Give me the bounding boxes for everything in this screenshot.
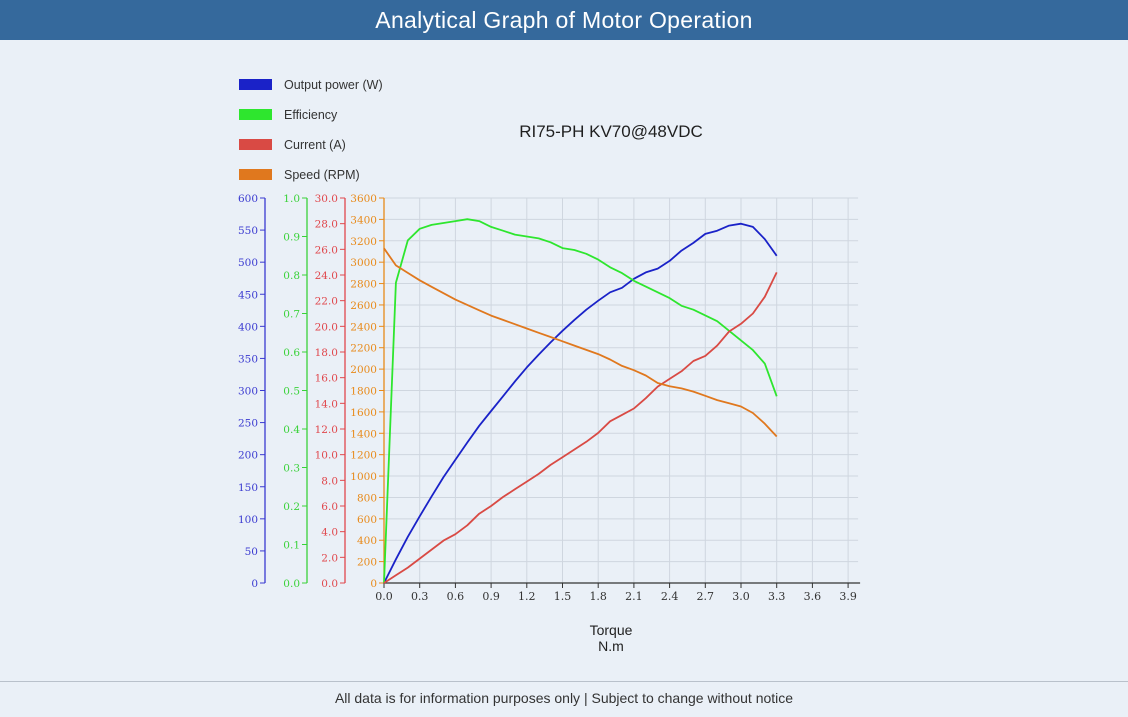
current-tick-label: 0.0 bbox=[321, 578, 338, 590]
current-tick-label: 24.0 bbox=[315, 270, 338, 282]
footer-note: All data is for information purposes onl… bbox=[334, 690, 794, 706]
page-title: Analytical Graph of Motor Operation bbox=[375, 6, 753, 33]
motor-chart: Output power (W) Efficiency Current (A) Spe… bbox=[238, 78, 861, 654]
chart-grid bbox=[383, 197, 859, 584]
power-tick-label: 200 bbox=[238, 450, 258, 462]
x-tick-label: 1.8 bbox=[589, 590, 607, 603]
legend-swatch bbox=[239, 79, 272, 90]
x-axis: 0.0 0.3 0.6 0.9 1.2 1.5 1.8 2.1 2.4 2.7 3.0 3.3 3.6 3… bbox=[375, 582, 861, 603]
chart-title: RI75-PH KV70@48VDC bbox=[519, 122, 703, 141]
current-tick-label: 12.0 bbox=[315, 424, 338, 436]
series-line-eff bbox=[383, 218, 778, 584]
speed-tick-label: 3600 bbox=[350, 193, 377, 205]
legend-swatch bbox=[239, 109, 272, 120]
speed-tick-label: 600 bbox=[357, 514, 377, 526]
x-tick-label: 0.9 bbox=[482, 590, 500, 603]
series-line-current bbox=[383, 272, 778, 584]
x-tick-label: 3.6 bbox=[804, 590, 822, 603]
x-axis-unit: N.m bbox=[598, 638, 624, 654]
power-tick-label: 500 bbox=[238, 257, 258, 269]
power-tick-label: 600 bbox=[238, 193, 258, 205]
x-tick-label: 3.9 bbox=[839, 590, 857, 603]
legend-label: Speed (RPM) bbox=[284, 168, 360, 182]
legend-label: Output power (W) bbox=[284, 78, 383, 92]
current-tick-label: 2.0 bbox=[321, 552, 338, 564]
legend-swatch bbox=[239, 139, 272, 150]
eff-tick-label: 0.6 bbox=[283, 347, 300, 359]
eff-tick-label: 0.4 bbox=[283, 424, 300, 436]
speed-tick-label: 3000 bbox=[350, 257, 377, 269]
x-tick-label: 3.3 bbox=[768, 590, 786, 603]
speed-tick-label: 1000 bbox=[350, 471, 377, 483]
current-tick-label: 22.0 bbox=[315, 296, 338, 308]
current-tick-label: 28.0 bbox=[315, 219, 338, 231]
current-tick-label: 26.0 bbox=[315, 244, 338, 256]
current-tick-label: 16.0 bbox=[315, 373, 338, 385]
x-tick-label: 0.3 bbox=[411, 590, 429, 603]
legend-swatch bbox=[239, 169, 272, 180]
speed-tick-label: 2600 bbox=[350, 300, 377, 312]
legend-label: Efficiency bbox=[284, 108, 338, 122]
speed-tick-label: 1600 bbox=[350, 407, 377, 419]
eff-tick-label: 0.9 bbox=[283, 232, 300, 244]
y-axes: 0 50 100 150 200 250 300 350 400 450 500 550 600 0.0 0… bbox=[238, 193, 385, 590]
eff-tick-label: 0.5 bbox=[283, 386, 300, 398]
power-tick-label: 550 bbox=[238, 225, 258, 237]
current-tick-label: 30.0 bbox=[315, 193, 338, 205]
power-tick-label: 150 bbox=[238, 482, 258, 494]
eff-tick-label: 0.1 bbox=[283, 540, 300, 552]
x-tick-label: 2.1 bbox=[625, 590, 643, 603]
current-tick-label: 4.0 bbox=[321, 527, 338, 539]
speed-tick-label: 2800 bbox=[350, 279, 377, 291]
current-tick-label: 18.0 bbox=[315, 347, 338, 359]
series-line-speed bbox=[383, 247, 778, 438]
current-tick-label: 14.0 bbox=[315, 398, 338, 410]
x-axis-label: Torque bbox=[590, 622, 633, 638]
x-tick-label: 1.2 bbox=[518, 590, 536, 603]
x-tick-label: 0.6 bbox=[447, 590, 465, 603]
speed-tick-label: 2400 bbox=[350, 321, 377, 333]
power-tick-label: 0 bbox=[251, 578, 258, 590]
current-tick-label: 6.0 bbox=[321, 501, 338, 513]
power-tick-label: 350 bbox=[238, 353, 258, 365]
eff-tick-label: 0.8 bbox=[283, 270, 300, 282]
speed-tick-label: 1800 bbox=[350, 386, 377, 398]
legend-label: Current (A) bbox=[284, 138, 346, 152]
power-tick-label: 450 bbox=[238, 289, 258, 301]
power-tick-label: 250 bbox=[238, 418, 258, 430]
x-tick-label: 0.0 bbox=[375, 590, 393, 603]
x-tick-label: 2.4 bbox=[661, 590, 679, 603]
chart-legend: Output power (W) Efficiency Current (A) Spe… bbox=[239, 78, 383, 182]
eff-tick-label: 0.2 bbox=[283, 501, 300, 513]
page-header: Analytical Graph of Motor Operation bbox=[0, 0, 1128, 40]
eff-tick-label: 1.0 bbox=[283, 193, 300, 205]
current-tick-label: 20.0 bbox=[315, 321, 338, 333]
speed-tick-label: 2000 bbox=[350, 364, 377, 376]
x-tick-label: 1.5 bbox=[554, 590, 572, 603]
speed-tick-label: 3200 bbox=[350, 236, 377, 248]
eff-tick-label: 0.3 bbox=[283, 463, 300, 475]
x-tick-label: 2.7 bbox=[697, 590, 715, 603]
power-tick-label: 50 bbox=[245, 546, 258, 558]
eff-tick-label: 0.7 bbox=[283, 309, 300, 321]
speed-tick-label: 2200 bbox=[350, 343, 377, 355]
speed-tick-label: 0 bbox=[370, 578, 377, 590]
current-tick-label: 10.0 bbox=[315, 450, 338, 462]
chart-lines bbox=[383, 218, 778, 584]
x-tick-label: 3.0 bbox=[732, 590, 750, 603]
current-tick-label: 8.0 bbox=[321, 475, 338, 487]
power-tick-label: 300 bbox=[238, 386, 258, 398]
speed-tick-label: 1200 bbox=[350, 450, 377, 462]
power-tick-label: 100 bbox=[238, 514, 258, 526]
speed-tick-label: 1400 bbox=[350, 428, 377, 440]
footer-divider bbox=[0, 681, 1128, 682]
speed-tick-label: 3400 bbox=[350, 214, 377, 226]
speed-tick-label: 200 bbox=[357, 557, 377, 569]
series-line-power bbox=[383, 222, 778, 584]
power-tick-label: 400 bbox=[238, 321, 258, 333]
speed-tick-label: 800 bbox=[357, 492, 377, 504]
speed-tick-label: 400 bbox=[357, 535, 377, 547]
eff-tick-label: 0.0 bbox=[283, 578, 300, 590]
